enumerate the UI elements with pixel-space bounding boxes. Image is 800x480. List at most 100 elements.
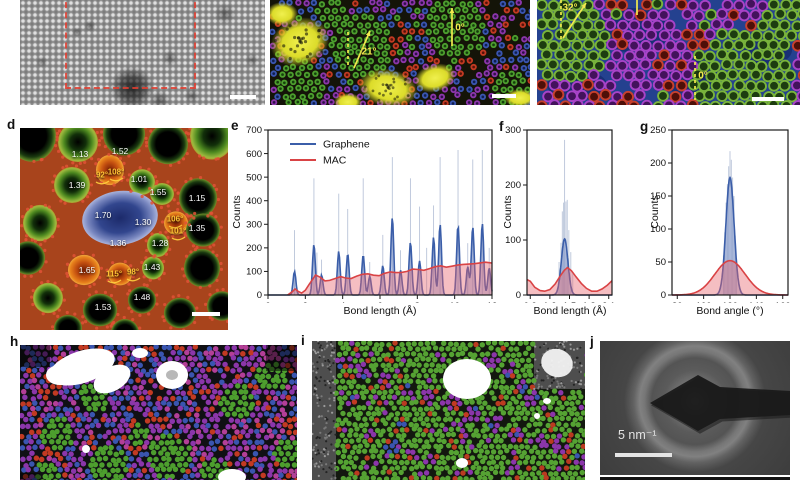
y-axis-title-counts: Counts xyxy=(231,195,243,229)
bond-length-value: 1.13 xyxy=(71,149,89,159)
bond-length-value: 1.35 xyxy=(188,223,206,233)
bond-angle-value: 101° xyxy=(169,226,187,236)
rotation-angle-label: 0° xyxy=(698,70,708,82)
svg-text:1.2: 1.2 xyxy=(543,301,556,303)
scale-bar-label: 5 nm⁻¹ xyxy=(618,428,657,442)
svg-text:0: 0 xyxy=(661,290,666,301)
scale-bar xyxy=(615,453,672,457)
svg-text:12: 12 xyxy=(487,301,498,303)
svg-text:100: 100 xyxy=(505,235,521,246)
svg-text:0.9: 0.9 xyxy=(524,301,537,303)
roi-dashed-rectangle xyxy=(65,0,196,89)
chart-bond-length-full: 0 2 4 6 8 10 12 0 100 200 300 400 500 600 700 Graphene M… xyxy=(246,125,498,303)
svg-text:10: 10 xyxy=(449,301,460,303)
svg-text:8: 8 xyxy=(415,301,420,303)
bond-angle-value: 106° xyxy=(166,214,184,224)
y-axis-title-counts: Counts xyxy=(502,195,514,229)
bond-map-graphic xyxy=(20,128,228,330)
rotation-angle-label: 21° xyxy=(361,46,377,58)
panel-h-mac-structure-map xyxy=(20,345,297,480)
svg-text:700: 700 xyxy=(246,125,262,136)
panel-label-i: i xyxy=(301,333,305,348)
beam-stop-graphic xyxy=(650,375,790,434)
svg-text:100: 100 xyxy=(650,224,666,235)
panel-label-e: e xyxy=(231,118,239,133)
bond-length-value: 1.30 xyxy=(134,217,152,227)
svg-text:2: 2 xyxy=(303,301,308,303)
svg-text:600: 600 xyxy=(246,149,262,160)
svg-text:80: 80 xyxy=(672,301,683,303)
bond-length-value: 1.36 xyxy=(109,238,127,248)
ring-overlay-graphic xyxy=(537,0,800,105)
atom-overlay-graphic xyxy=(270,0,530,105)
y-axis-title-counts: Counts xyxy=(649,195,661,229)
panel-b-atomic-overlay-image: 21° 0° xyxy=(270,0,530,105)
bond-length-value: 1.70 xyxy=(94,210,112,220)
svg-text:120: 120 xyxy=(722,301,738,303)
panel-label-f: f xyxy=(499,119,504,134)
bond-length-value: 1.53 xyxy=(94,302,112,312)
svg-text:400: 400 xyxy=(246,196,262,207)
panel-j-diffraction-pattern: 5 nm⁻¹ xyxy=(600,341,790,475)
bond-length-value: 1.39 xyxy=(68,180,86,190)
panel-a-tem-image xyxy=(20,0,265,105)
svg-text:100: 100 xyxy=(696,301,712,303)
scale-bar xyxy=(752,97,784,101)
nanocrystalline-graphic xyxy=(312,341,585,480)
svg-text:300: 300 xyxy=(505,125,521,136)
chart-bond-length-zoom: 0.9 1.2 1.5 1.8 2.1 0 100 200 300 xyxy=(505,125,615,303)
svg-text:2.1: 2.1 xyxy=(602,301,615,303)
bond-length-value: 1.28 xyxy=(151,238,169,248)
scale-bar xyxy=(492,94,516,98)
svg-text:0: 0 xyxy=(257,290,262,301)
svg-text:MAC: MAC xyxy=(323,155,347,167)
panel-i-nanocrystalline-map xyxy=(312,341,585,480)
svg-text:0: 0 xyxy=(265,301,270,303)
bond-length-value: 1.48 xyxy=(133,292,151,302)
x-axis-title-bond-angle: Bond angle (°) xyxy=(696,305,764,317)
mac-structure-graphic xyxy=(20,345,297,480)
panel-c-ring-overlay-image: 32° 0° xyxy=(537,0,800,105)
bond-length-value: 1.43 xyxy=(143,262,161,272)
svg-text:150: 150 xyxy=(650,191,666,202)
svg-text:1.5: 1.5 xyxy=(563,301,576,303)
scale-bar xyxy=(192,312,220,316)
bond-length-value: 1.65 xyxy=(78,265,96,275)
x-axis-title-bond-length: Bond length (Å) xyxy=(533,305,607,317)
svg-text:200: 200 xyxy=(505,180,521,191)
cropped-next-panel-edge xyxy=(600,477,790,480)
bond-length-value: 1.52 xyxy=(111,146,129,156)
svg-text:Graphene: Graphene xyxy=(323,139,370,151)
panel-label-h: h xyxy=(10,334,19,349)
scale-bar xyxy=(230,95,256,99)
svg-text:1.8: 1.8 xyxy=(583,301,596,303)
bond-length-value: 1.55 xyxy=(149,187,167,197)
svg-text:200: 200 xyxy=(246,243,262,254)
panel-label-d: d xyxy=(7,117,16,132)
svg-text:160: 160 xyxy=(775,301,791,303)
bond-length-value: 1.15 xyxy=(188,193,206,203)
x-axis-title-bond-length: Bond length (Å) xyxy=(343,305,417,317)
bond-angle-value: 115° xyxy=(105,269,123,279)
bond-angle-value: 98° xyxy=(126,267,140,277)
svg-text:50: 50 xyxy=(655,257,666,268)
bond-angle-value: 108° xyxy=(107,167,125,177)
svg-text:200: 200 xyxy=(650,158,666,169)
panel-d-bond-length-map: 1.13 1.52 1.39 1.01 1.55 1.15 1.70 1.30 1.35 1.36… xyxy=(20,128,228,330)
panel-label-j: j xyxy=(590,334,594,349)
svg-text:300: 300 xyxy=(246,219,262,230)
bond-angle-value: 92° xyxy=(95,170,109,180)
bond-length-value: 1.01 xyxy=(130,174,148,184)
svg-text:6: 6 xyxy=(377,301,382,303)
svg-text:250: 250 xyxy=(650,125,666,136)
svg-text:500: 500 xyxy=(246,172,262,183)
svg-text:140: 140 xyxy=(748,301,764,303)
svg-text:100: 100 xyxy=(246,267,262,278)
rotation-angle-label: 0° xyxy=(455,22,465,34)
svg-text:0: 0 xyxy=(516,290,521,301)
chart-bond-angle: 80 100 120 140 160 0 50 100 150 200 250 xyxy=(650,125,791,303)
rotation-angle-label: 32° xyxy=(562,2,578,14)
panel-label-g: g xyxy=(640,119,649,134)
svg-text:4: 4 xyxy=(340,301,345,303)
